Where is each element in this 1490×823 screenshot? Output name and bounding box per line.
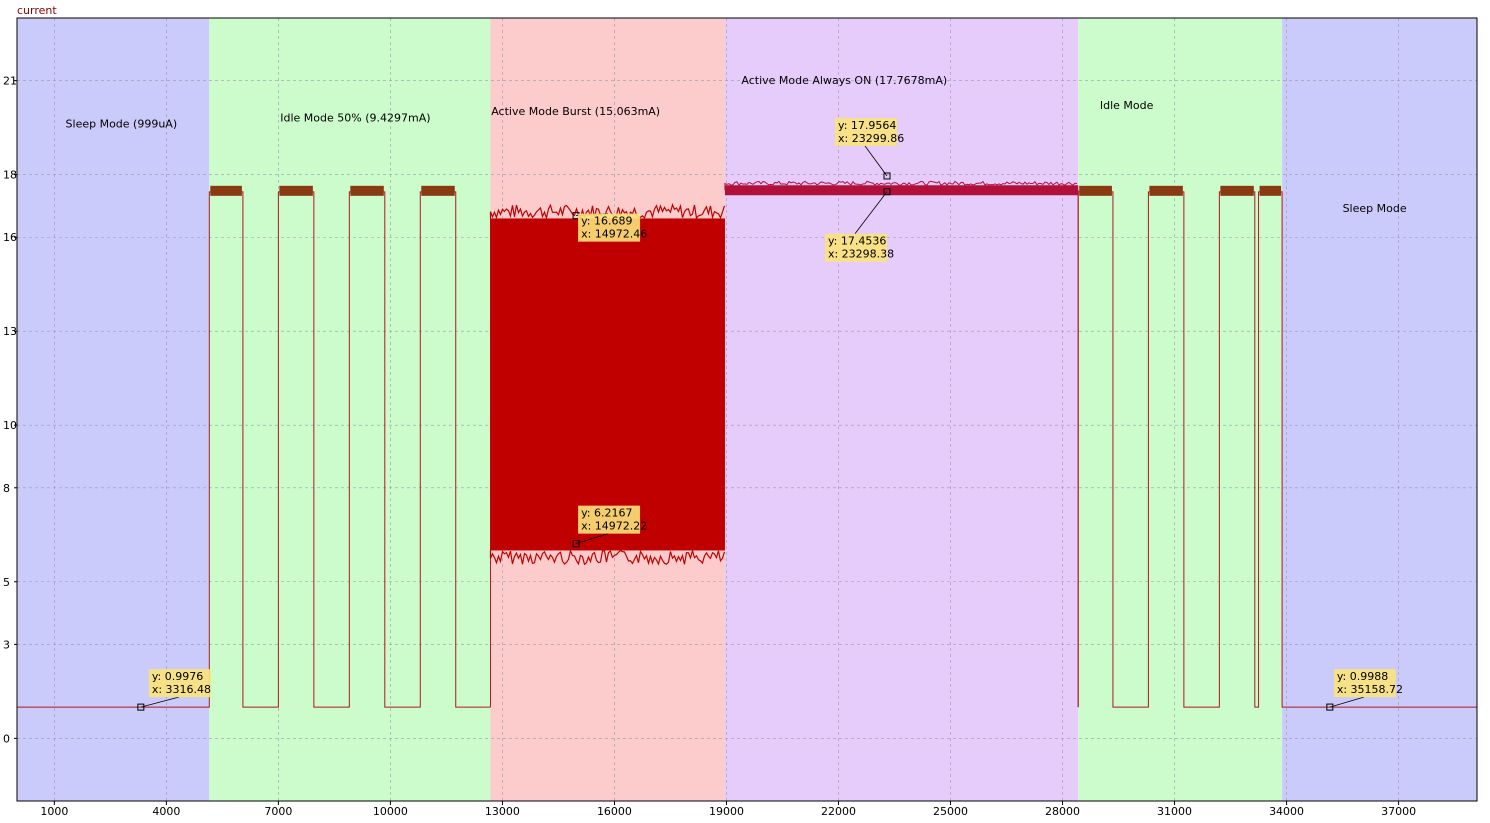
marker-box <box>1333 669 1396 698</box>
plot-border <box>16 17 1478 802</box>
marker-box <box>824 233 887 262</box>
pulse-noise-band <box>1079 185 1112 196</box>
x-tick-label: 13000 <box>485 805 520 818</box>
marker-square <box>883 188 891 196</box>
marker-y-label: y: 16.689 <box>581 215 632 228</box>
x-tick-label: 22000 <box>821 805 856 818</box>
mode-regions <box>17 18 1477 801</box>
marker-x-label: x: 23298.38 <box>828 248 894 261</box>
x-tick-label: 1000 <box>40 805 68 818</box>
y-tick-label: 0 <box>3 732 10 745</box>
marker-y-label: y: 17.4536 <box>828 235 886 248</box>
mode-region <box>724 18 1079 801</box>
marker-y-label: y: 17.9564 <box>838 119 896 132</box>
region-label: Active Mode Burst (15.063mA) <box>491 105 660 118</box>
marker-box <box>578 213 641 242</box>
marker-square <box>1326 703 1334 711</box>
pulse-noise-band <box>279 185 313 196</box>
burst-block <box>490 218 725 551</box>
pulse-noise-band <box>1149 185 1183 196</box>
current-series <box>17 180 1477 708</box>
mode-region <box>1078 18 1283 801</box>
chart-title: current <box>17 4 57 17</box>
region-label: Sleep Mode <box>1343 202 1407 215</box>
x-tick-label: 19000 <box>709 805 744 818</box>
y-tick-label: 21 <box>3 75 17 88</box>
x-tick-label: 7000 <box>264 805 292 818</box>
marker-x-label: x: 23299.86 <box>838 132 904 145</box>
axis-ticks: 1000 4000 7000 10000 13000 16000 19000 22000 250… <box>3 75 1416 818</box>
pulse-noise-band <box>210 185 242 196</box>
mode-region <box>209 18 491 801</box>
x-tick-label: 4000 <box>152 805 180 818</box>
x-tick-label: 34000 <box>1269 805 1304 818</box>
burst-bottom-noise <box>489 548 726 566</box>
marker-x-label: x: 3316.48 <box>152 683 211 696</box>
always-on-noise <box>724 180 1078 191</box>
marker-y-label: y: 0.9976 <box>152 670 203 683</box>
region-label: Idle Mode 50% (9.4297mA) <box>280 111 430 124</box>
marker-box <box>835 117 898 146</box>
marker-y-label: y: 0.9988 <box>1337 670 1388 683</box>
x-tick-label: 10000 <box>373 805 408 818</box>
always-on-band <box>724 185 1079 196</box>
marker-x-label: x: 14972.22 <box>581 520 647 533</box>
x-tick-label: 25000 <box>933 805 968 818</box>
pulse-noise-band <box>1220 185 1254 196</box>
marker-y-label: y: 6.2167 <box>581 507 632 520</box>
region-label: Active Mode Always ON (17.7678mA) <box>741 74 947 87</box>
x-tick-label: 31000 <box>1157 805 1192 818</box>
x-tick-label: 16000 <box>597 805 632 818</box>
burst-top-noise <box>489 203 726 221</box>
y-tick-label: 3 <box>3 638 10 651</box>
marker-leader <box>575 533 609 545</box>
marker-leader <box>864 145 888 177</box>
y-tick-label: 10 <box>3 419 17 432</box>
y-tick-label: 5 <box>3 576 10 589</box>
pulse-noise-band <box>1259 185 1282 196</box>
marker-square <box>883 172 891 180</box>
plot-frame <box>16 17 1478 802</box>
marker-leader <box>1329 696 1364 708</box>
region-label: Sleep Mode (999uA) <box>66 118 178 131</box>
y-tick-label: 8 <box>3 482 10 495</box>
x-tick-label: 28000 <box>1045 805 1080 818</box>
y-tick-label: 18 <box>3 169 17 182</box>
marker-box <box>148 669 211 698</box>
pulse-noise-band <box>350 185 384 196</box>
marker-leader <box>140 696 179 708</box>
region-labels: Sleep Mode (999uA) Idle Mode 50% (9.4297m… <box>66 74 1407 215</box>
x-tick-label: 37000 <box>1381 805 1416 818</box>
region-label: Idle Mode <box>1100 99 1154 112</box>
marker-leader <box>854 191 888 234</box>
marker-square <box>572 540 580 548</box>
pulse-noise-band <box>421 185 455 196</box>
marker-x-label: x: 35158.72 <box>1337 683 1403 696</box>
y-tick-label: 13 <box>3 325 17 338</box>
marker-x-label: x: 14972.46 <box>581 228 647 241</box>
marker-square <box>137 703 145 711</box>
marker-box <box>578 505 641 534</box>
y-tick-label: 16 <box>3 231 17 244</box>
